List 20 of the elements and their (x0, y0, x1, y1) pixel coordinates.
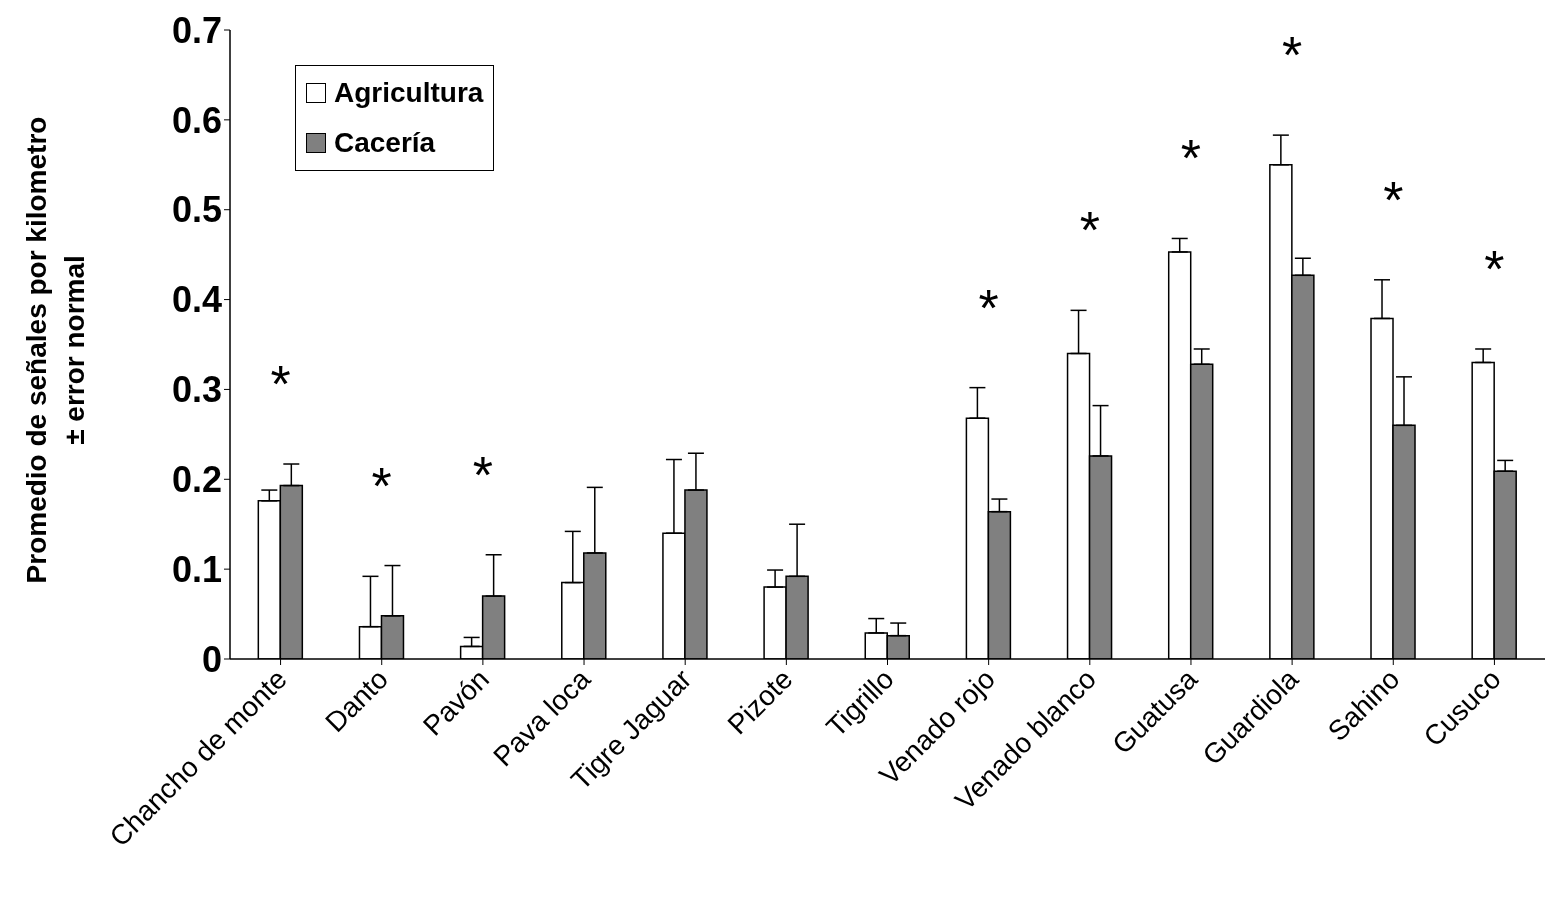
annotation: * (1180, 129, 1202, 188)
annotation: * (1281, 26, 1303, 85)
y-tick-label: 0.1 (171, 548, 222, 590)
y-axis-title: Promedio de señales por kilometro ± error normal (21, 116, 90, 584)
annotation: * (270, 355, 291, 414)
y-tick-label: 0.5 (171, 189, 222, 231)
annotation: * (472, 445, 494, 504)
legend-label: Cacería (333, 126, 437, 160)
annotation: * (1484, 239, 1505, 298)
y-tick-label: 0.4 (171, 279, 222, 321)
y-tick-label: 0 (201, 638, 222, 680)
legend-label: Agricultura (333, 76, 484, 110)
annotation: * (1383, 170, 1404, 229)
annotation: * (1079, 201, 1100, 260)
y-tick-label: 0.2 (171, 459, 222, 501)
annotation: * (371, 456, 392, 515)
y-tick-label: 0.7 (171, 9, 222, 51)
annotation: * (978, 278, 999, 337)
y-tick-label: 0.3 (171, 369, 222, 411)
y-tick-label: 0.6 (171, 99, 222, 141)
